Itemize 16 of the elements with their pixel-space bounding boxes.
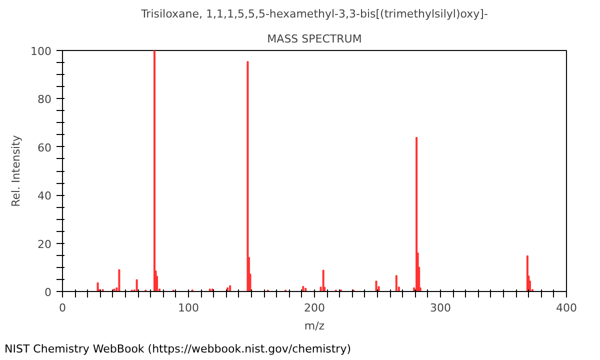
y-tick-label: 0: [44, 286, 52, 299]
y-axis-title: Rel. Intensity: [10, 134, 23, 207]
x-tick-label: 100: [178, 302, 199, 314]
text: NIST Chemistry WebBook (https://webbook.nist.gov/chemistry): [4, 342, 351, 356]
chart-subtitle: MASS SPECTRUM: [267, 32, 362, 46]
x-tick-label: 400: [556, 302, 577, 314]
y-tick-label: 40: [38, 190, 52, 203]
chart-title: Trisiloxane, 1,1,1,5,5,5-hexamethyl-3,3-bis[(trimethylsilyl)oxy]-: [140, 8, 488, 20]
x-tick-label: 200: [304, 302, 325, 314]
y-tick-label: 100: [30, 45, 52, 58]
x-tick-label: 300: [430, 302, 451, 314]
y-tick-label: 80: [38, 93, 52, 106]
x-axis-title: m/z: [304, 320, 325, 332]
y-tick-label: 60: [38, 141, 52, 154]
x-tick-label: 0: [59, 302, 66, 314]
y-tick-label: 20: [38, 238, 52, 251]
